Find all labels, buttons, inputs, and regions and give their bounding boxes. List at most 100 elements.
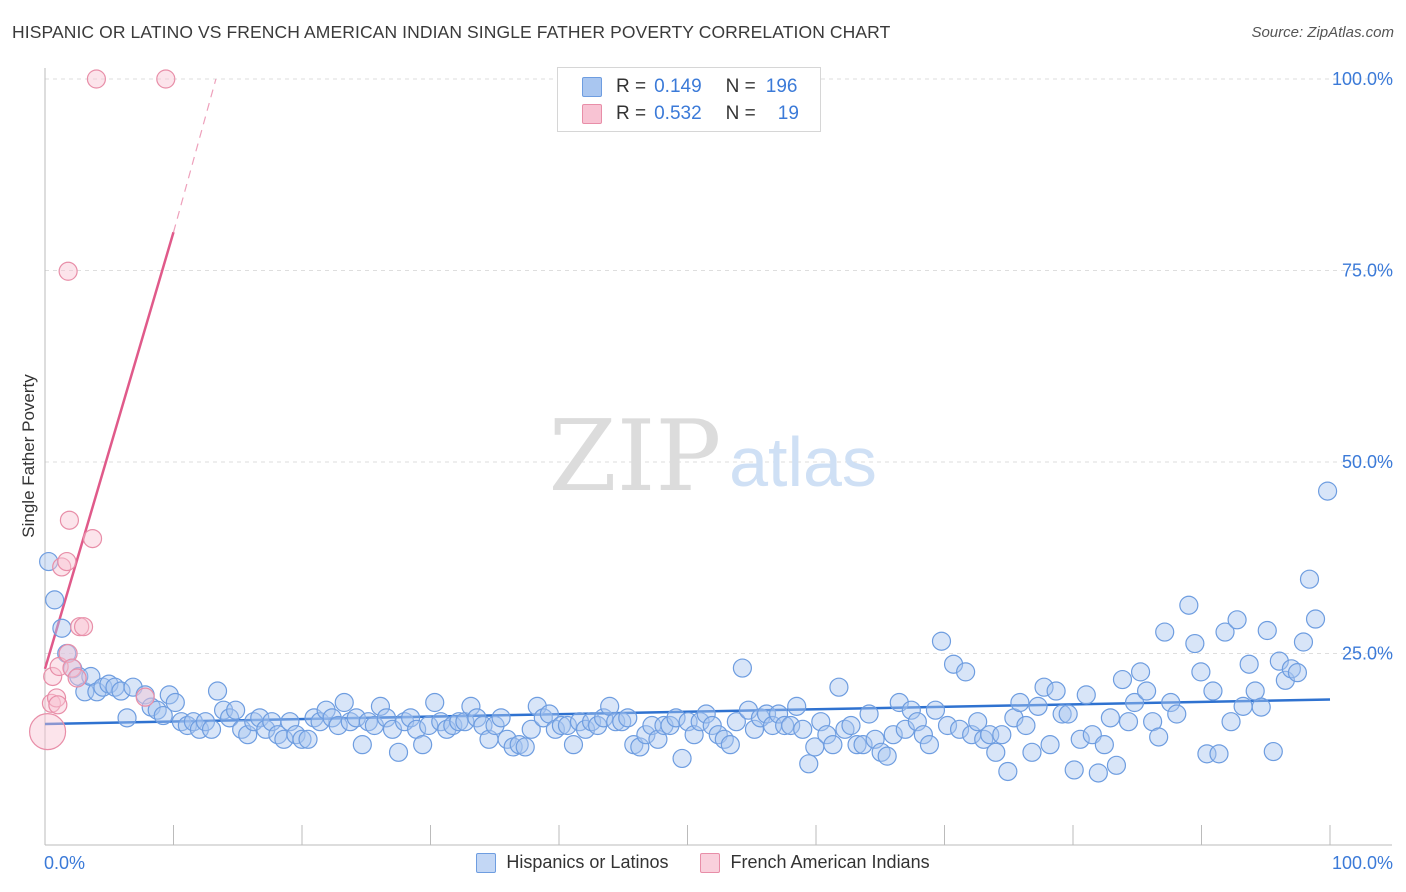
point-hispanic (461, 696, 481, 716)
point-hispanic (45, 590, 65, 610)
point-hispanic (346, 708, 366, 728)
legend-label-hispanic: Hispanics or Latinos (506, 852, 669, 872)
point-hispanic (557, 715, 578, 736)
point-hispanic (419, 715, 439, 736)
point-hispanic (1287, 663, 1308, 683)
point-hispanic (594, 708, 614, 728)
point-hispanic (732, 658, 752, 678)
point-french (46, 688, 67, 708)
point-hispanic (841, 715, 861, 736)
point-hispanic (1040, 735, 1060, 755)
point-hispanic (111, 681, 131, 701)
point-french (59, 510, 80, 530)
point-hispanic (787, 696, 807, 716)
point-hispanic (931, 631, 952, 651)
trend-lines (43, 78, 1331, 726)
point-french (58, 261, 78, 281)
trend-line-french (43, 231, 175, 670)
point-hispanic (232, 719, 252, 739)
point-hispanic (660, 715, 680, 736)
point-hispanic (551, 715, 572, 736)
point-hispanic (1124, 692, 1145, 713)
point-french (52, 557, 72, 577)
point-french (57, 551, 77, 572)
point-hispanic (829, 677, 849, 697)
point-hispanic (630, 737, 650, 757)
point-french (86, 69, 107, 89)
y-tick-label: 25.0% (1342, 644, 1393, 664)
point-hispanic (696, 704, 716, 724)
point-hispanic (449, 712, 469, 732)
point-hispanic (226, 700, 246, 720)
point-hispanic (1275, 670, 1295, 690)
point-hispanic (1106, 755, 1127, 775)
point-hispanic (768, 704, 789, 724)
legend-n-value: 196 (765, 76, 798, 97)
point-hispanic (823, 735, 843, 755)
point-hispanic (1016, 715, 1036, 736)
point-hispanic (52, 618, 72, 638)
point-hispanic (1046, 681, 1066, 701)
point-hispanic (1263, 741, 1283, 762)
point-hispanic (793, 719, 813, 739)
point-hispanic (1257, 620, 1277, 641)
point-hispanic (1070, 729, 1090, 749)
point-hispanic (775, 715, 795, 736)
point-hispanic (895, 719, 915, 739)
legend-item-hispanic[interactable]: Hispanics or Latinos (476, 852, 668, 873)
point-hispanic (250, 708, 270, 728)
point-hispanic (1221, 712, 1241, 732)
point-hispanic (1185, 633, 1205, 654)
point-hispanic (1137, 681, 1157, 701)
point-hispanic (956, 662, 976, 682)
point-hispanic (316, 700, 336, 720)
point-hispanic (588, 715, 608, 736)
series-legend: Hispanics or Latinos French American Ind… (0, 852, 1406, 873)
legend-r-value: 0.149 (654, 76, 702, 97)
point-hispanic (1227, 610, 1247, 630)
point-french (58, 643, 78, 664)
point-french (48, 695, 68, 715)
legend-n-label: N = (725, 103, 756, 124)
y-tick-label: 100.0% (1332, 69, 1393, 89)
legend-swatch-hispanic (476, 852, 497, 873)
legend-item-french[interactable]: French American Indians (700, 852, 930, 873)
point-hispanic (889, 692, 909, 713)
point-hispanic (147, 700, 167, 720)
point-hispanic (1269, 651, 1289, 671)
point-hispanic (201, 719, 222, 739)
legend-swatch-french (582, 104, 602, 124)
watermark-zip: ZIP (549, 400, 722, 514)
point-hispanic (485, 715, 505, 736)
point-hispanic (563, 735, 584, 755)
point-hispanic (666, 708, 686, 728)
point-hispanic (1064, 760, 1084, 780)
point-hispanic (853, 735, 873, 755)
point-hispanic (998, 761, 1018, 782)
point-hispanic (153, 705, 173, 726)
trend-line-french-extension (172, 78, 217, 233)
point-hispanic (919, 735, 940, 755)
point-hispanic (1034, 677, 1054, 697)
legend-r-label: R = (616, 76, 647, 97)
point-hispanic (334, 692, 354, 713)
point-hispanic (925, 700, 946, 720)
point-hispanic (901, 700, 921, 720)
gridlines (45, 78, 1392, 654)
point-hispanic (1112, 669, 1133, 690)
point-hispanic (1161, 692, 1181, 713)
point-hispanic (497, 729, 517, 749)
point-hispanic (207, 681, 228, 701)
point-hispanic (968, 712, 988, 732)
point-hispanic (937, 715, 958, 736)
point-hispanic (1094, 735, 1114, 755)
point-hispanic (298, 729, 318, 749)
point-hispanic (117, 708, 137, 728)
point-hispanic (1076, 685, 1096, 705)
point-hispanic (1058, 704, 1078, 724)
legend-swatch-hispanic (582, 77, 602, 97)
point-hispanic (618, 708, 638, 728)
point-hispanic (220, 708, 240, 728)
point-hispanic (352, 735, 372, 755)
legend-row-french: R = 0.532 N = 19 (582, 103, 799, 125)
